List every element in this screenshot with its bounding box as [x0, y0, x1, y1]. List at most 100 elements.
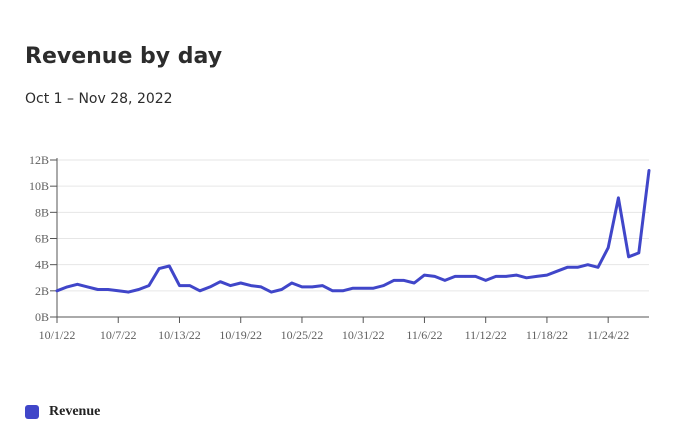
data-point	[515, 273, 518, 277]
x-tick-label: 10/19/22	[219, 328, 262, 342]
x-tick: 11/18/22	[526, 328, 568, 342]
x-tick: 10/7/22	[100, 328, 137, 342]
y-tick: 0B	[35, 310, 49, 324]
data-point	[311, 285, 314, 289]
x-tick-label: 10/13/22	[158, 328, 201, 342]
x-tick: 10/13/22	[158, 328, 201, 342]
x-tick-label: 11/24/22	[587, 328, 629, 342]
data-point	[453, 275, 457, 278]
y-tick: 12B	[29, 153, 49, 167]
data-point	[576, 266, 579, 269]
data-point	[504, 275, 508, 278]
chart-subtitle: Oct 1 – Nov 28, 2022	[25, 91, 173, 107]
data-point	[392, 279, 395, 282]
data-point	[464, 275, 467, 278]
data-point	[300, 285, 304, 289]
x-tick: 11/6/22	[406, 328, 442, 342]
series-line-revenue	[55, 169, 651, 294]
data-point	[219, 280, 222, 283]
data-point	[106, 288, 110, 291]
chart-title: Revenue by day	[25, 44, 223, 69]
data-point	[494, 275, 498, 278]
data-point	[280, 288, 283, 291]
y-tick: 6B	[35, 232, 49, 246]
x-tick-label: 10/31/22	[342, 328, 385, 342]
data-point	[617, 196, 620, 200]
y-tick-label: 10B	[29, 179, 49, 193]
data-point	[188, 284, 191, 287]
x-tick: 11/12/22	[465, 328, 507, 342]
data-point	[96, 288, 100, 291]
data-point	[423, 273, 426, 277]
x-tick: 10/1/22	[39, 328, 76, 342]
y-tick: 8B	[35, 205, 49, 219]
x-tick-label: 10/1/22	[39, 328, 76, 342]
y-tick-label: 8B	[35, 205, 49, 219]
data-point	[259, 285, 263, 289]
data-point	[127, 290, 130, 294]
y-tick-label: 2B	[35, 284, 49, 298]
data-point	[596, 266, 600, 269]
x-tick: 10/19/22	[219, 328, 262, 342]
data-point	[331, 289, 334, 292]
x-tick-label: 11/12/22	[465, 328, 507, 342]
data-point	[535, 275, 538, 278]
data-point	[147, 284, 151, 287]
data-point	[137, 288, 140, 291]
data-point	[117, 289, 120, 292]
x-tick-label: 10/25/22	[281, 328, 324, 342]
y-tick-label: 12B	[29, 153, 49, 167]
x-tick: 10/25/22	[281, 328, 324, 342]
data-point	[402, 279, 406, 282]
y-tick: 4B	[35, 258, 49, 272]
data-point	[474, 275, 477, 278]
data-point	[443, 279, 447, 282]
data-point	[239, 281, 242, 285]
x-tick-label: 10/7/22	[100, 328, 137, 342]
data-point	[484, 279, 487, 282]
data-point	[545, 273, 549, 277]
data-point	[555, 270, 559, 273]
data-point	[627, 255, 630, 258]
data-point	[566, 266, 569, 269]
data-point	[249, 284, 253, 287]
x-axis: 10/1/22 10/7/22 10/13/22 10/19/22 10/25/22 10…	[39, 316, 649, 342]
y-tick-label: 6B	[35, 232, 49, 246]
data-point	[76, 283, 79, 286]
legend-swatch-revenue	[25, 405, 39, 419]
data-point	[66, 285, 69, 289]
y-tick: 10B	[29, 179, 49, 193]
data-point	[208, 285, 212, 289]
legend: Revenue	[25, 404, 100, 420]
data-point	[586, 263, 589, 266]
data-point	[525, 276, 528, 279]
x-tick-label: 11/18/22	[526, 328, 568, 342]
data-point	[168, 264, 171, 268]
x-tick-label: 11/6/22	[406, 328, 442, 342]
data-point	[372, 287, 375, 290]
data-point	[321, 284, 324, 287]
y-tick-label: 4B	[35, 258, 49, 272]
data-point	[433, 275, 436, 278]
data-point	[382, 284, 385, 287]
x-tick: 10/31/22	[342, 328, 385, 342]
data-point	[290, 281, 293, 285]
x-tick: 11/24/22	[587, 328, 629, 342]
data-point	[637, 251, 640, 255]
y-tick-label: 0B	[35, 310, 49, 324]
y-tick: 2B	[35, 284, 49, 298]
data-point	[157, 267, 161, 270]
data-point	[55, 289, 59, 292]
gridlines	[57, 159, 649, 292]
data-point	[178, 284, 181, 287]
data-point	[607, 246, 610, 249]
y-axis: 0B 2B 4B 6B 8B 10B 12B	[29, 153, 58, 324]
data-point	[270, 290, 273, 294]
data-point	[413, 281, 416, 285]
data-point	[198, 289, 202, 292]
data-point	[341, 289, 344, 292]
data-point	[86, 285, 89, 289]
data-point	[229, 284, 232, 287]
data-point	[647, 169, 651, 172]
